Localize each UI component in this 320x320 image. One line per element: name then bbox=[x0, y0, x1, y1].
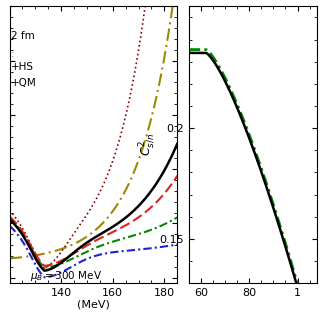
Text: $\mu_B = 300$ MeV: $\mu_B = 300$ MeV bbox=[30, 269, 102, 283]
Y-axis label: $C^2_{s/n}$: $C^2_{s/n}$ bbox=[137, 133, 157, 156]
X-axis label: (MeV): (MeV) bbox=[77, 300, 110, 309]
Text: :: : bbox=[11, 49, 14, 59]
Text: 2 fm: 2 fm bbox=[11, 31, 35, 41]
Text: +QM: +QM bbox=[11, 78, 36, 88]
Text: +HS: +HS bbox=[11, 62, 34, 72]
